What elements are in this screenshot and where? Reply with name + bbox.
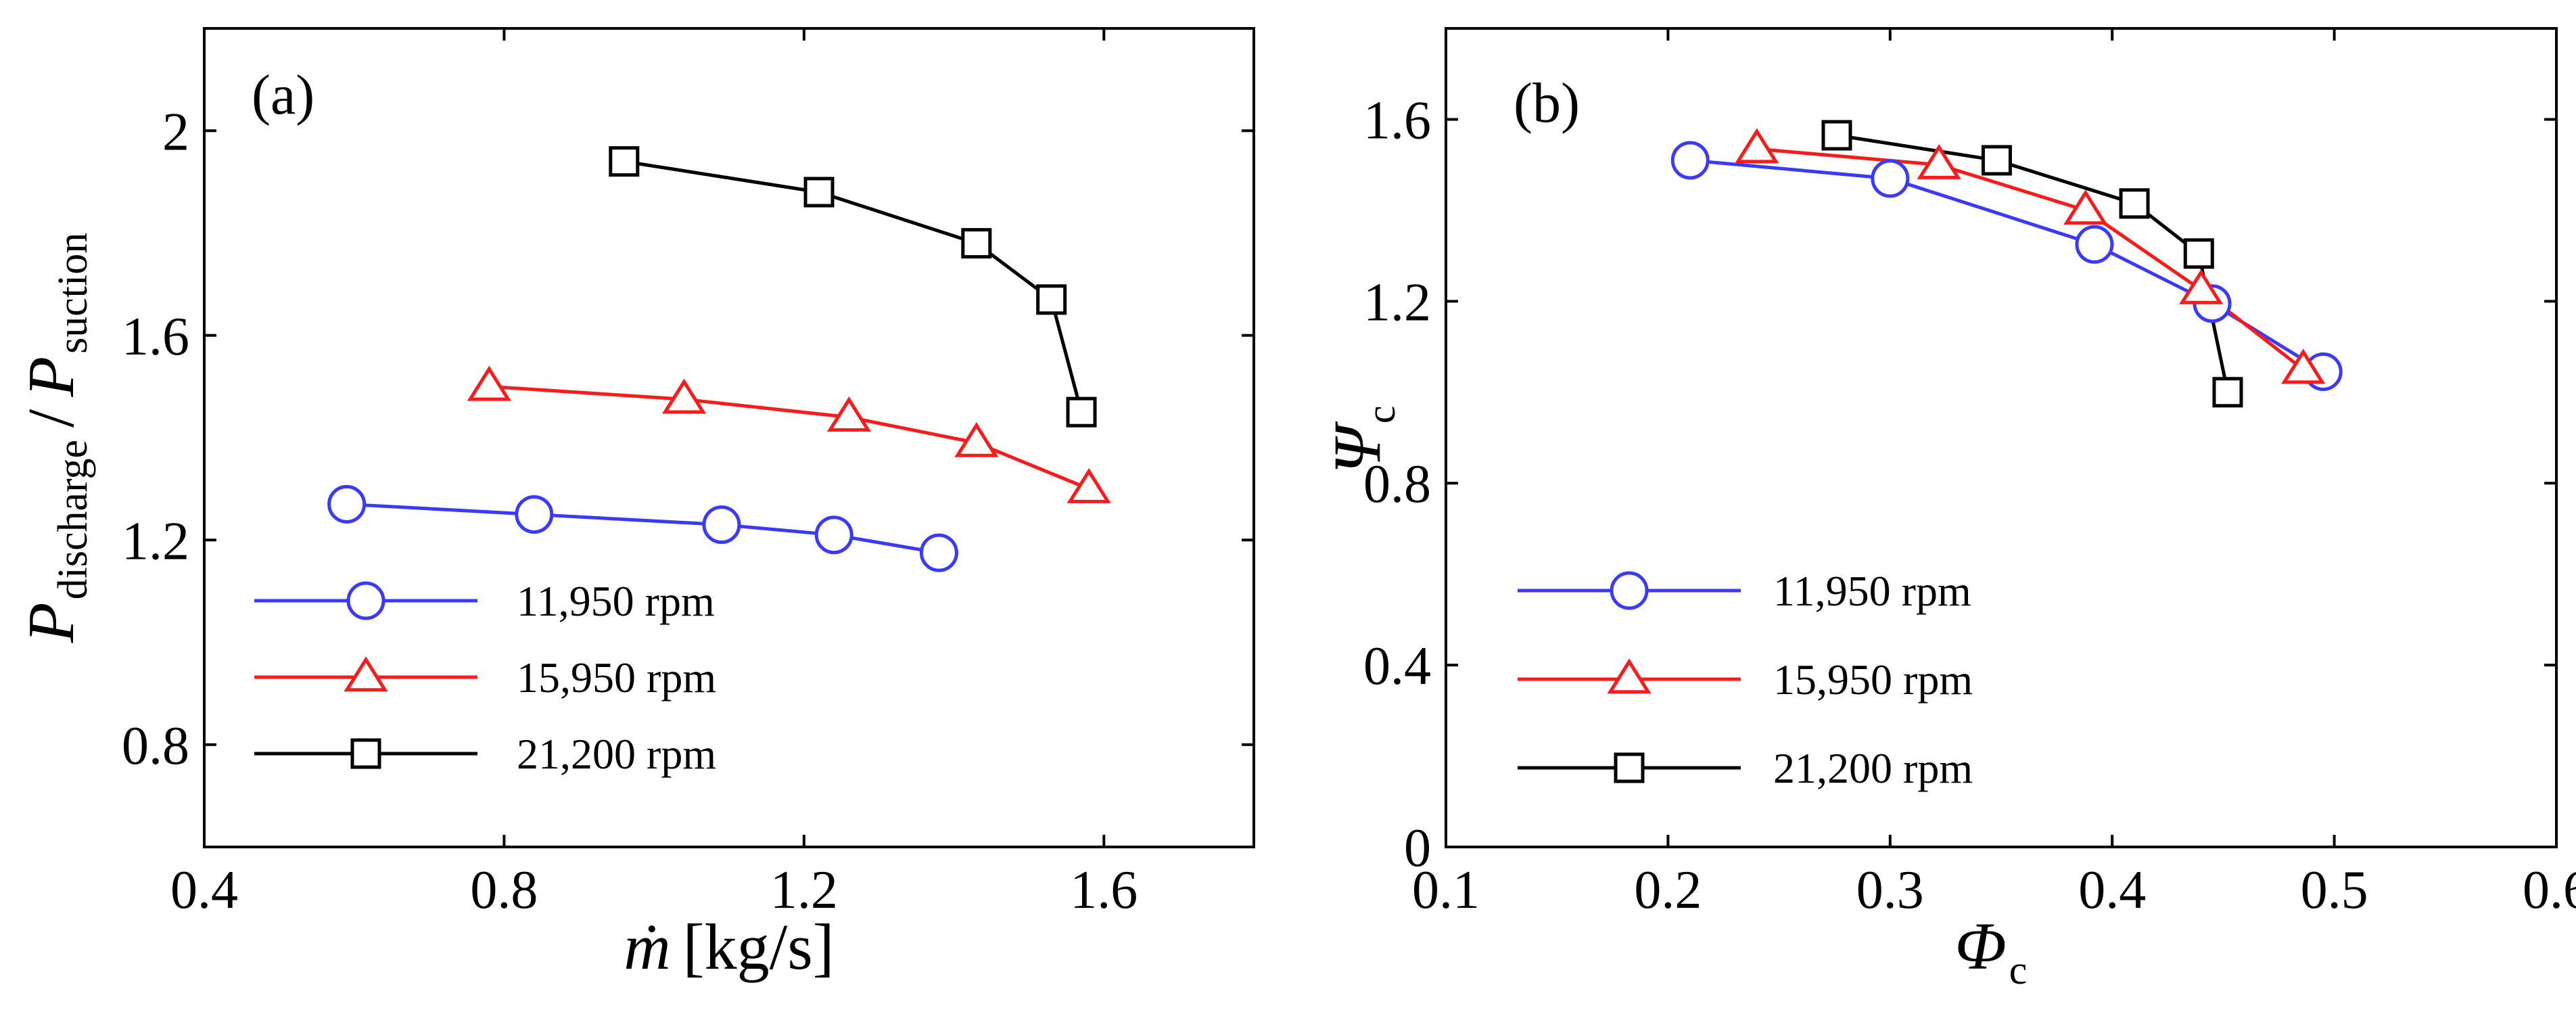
legend-label: 15,950 rpm — [1773, 656, 1973, 704]
y-axis-slash-a: / — [15, 409, 88, 428]
data-point-triangle — [1067, 467, 1111, 503]
data-point-triangle — [2281, 348, 2326, 384]
data-point-triangle — [467, 365, 511, 401]
x-tick-label: 1.2 — [770, 860, 838, 920]
legend-label: 21,200 rpm — [517, 730, 716, 778]
panel-b: 0.1 0.2 0.3 0.4 0.5 0.6 0 0.4 0.8 1.2 1.6 (b) 11,9… — [1319, 27, 2576, 992]
x-tick-label: 0.4 — [2078, 860, 2146, 920]
legend-marker-square — [350, 738, 381, 769]
y-tick-label: 0.8 — [1363, 455, 1431, 514]
y-tick-label: 0 — [1404, 819, 1431, 878]
x-tick-label: 0.6 — [2523, 860, 2576, 920]
y-tick-label: 2 — [162, 102, 189, 162]
x-axis-unit-a: [kg/s] — [683, 911, 835, 983]
data-point-circle — [814, 515, 853, 555]
tick-marks-a — [203, 28, 1254, 847]
y-axis-symbol-b: Ψ — [1319, 421, 1395, 474]
data-point-square — [2119, 188, 2150, 219]
legend-marker-triangle — [344, 656, 388, 692]
data-point-circle — [515, 495, 554, 534]
data-point-triangle — [826, 396, 871, 432]
y-axis-sub1-a: discharge — [50, 440, 96, 599]
data-point-triangle — [2178, 269, 2224, 304]
data-point-square — [1981, 145, 2012, 176]
legend-label: 21,200 rpm — [1773, 744, 1973, 792]
x-tick-label: 0.3 — [1856, 860, 1924, 920]
tick-labels-b: 0.1 0.2 0.3 0.4 0.5 0.6 0 0.4 0.8 1.2 1.6 — [1363, 91, 2576, 920]
x-axis-label-b: Φc — [1955, 909, 2028, 992]
series-markers-b — [1670, 120, 2343, 408]
data-point-square — [803, 177, 835, 208]
x-axis-sub-b: c — [2009, 948, 2028, 992]
panel-label-b: (b) — [1514, 72, 1580, 135]
y-axis-p1-a: P — [15, 602, 88, 643]
panel-label-a: (a) — [252, 64, 314, 127]
legend-marker-circle — [346, 581, 385, 620]
data-point-triangle — [1735, 128, 1779, 164]
y-tick-label: 0.4 — [1363, 637, 1431, 696]
panel-a: 0.4 0.8 1.2 1.6 0.8 1.2 1.6 2 (a) 11,950 rpm 15,… — [15, 27, 1255, 983]
y-axis-label-a: Pdischarge / Psuction — [15, 233, 96, 644]
data-point-triangle — [954, 421, 999, 457]
data-point-circle — [919, 533, 958, 572]
plot-frame-a — [203, 27, 1255, 848]
data-point-triangle — [1917, 143, 1961, 179]
legend-label: 11,950 rpm — [1773, 567, 1971, 615]
y-tick-label: 1.6 — [1363, 91, 1431, 150]
data-point-square — [2183, 238, 2214, 269]
legend-a: 11,950 rpm 15,950 rpm 21,200 rpm — [254, 577, 716, 778]
data-point-triangle — [2063, 189, 2108, 225]
legend-marker-triangle — [1607, 658, 1652, 694]
y-axis-sub-b: c — [1359, 406, 1403, 424]
legend-label: 15,950 rpm — [517, 653, 716, 702]
series-markers-a — [327, 146, 1111, 572]
y-tick-label: 0.8 — [122, 716, 189, 776]
series-line-circle — [1690, 158, 2324, 373]
x-axis-symbol-b: Φ — [1955, 909, 2007, 984]
legend-marker-square — [1614, 752, 1645, 783]
y-axis-label-b: Ψc — [1319, 406, 1403, 474]
data-point-triangle — [661, 378, 707, 414]
data-point-circle — [1670, 141, 1710, 180]
y-tick-label: 1.2 — [1363, 273, 1431, 332]
data-point-square — [1066, 396, 1097, 428]
y-axis-p2-a: P — [15, 357, 88, 398]
data-point-circle — [702, 505, 741, 545]
legend-b: 11,950 rpm 15,950 rpm 21,200 rpm — [1518, 567, 1973, 792]
data-point-circle — [327, 484, 367, 524]
x-tick-label: 0.4 — [170, 860, 238, 920]
x-tick-label: 0.1 — [1412, 860, 1480, 920]
series-line-triangle — [1756, 147, 2305, 371]
x-tick-label: 0.8 — [470, 860, 538, 920]
legend-marker-circle — [1610, 571, 1649, 610]
tick-marks-b — [1445, 28, 2558, 848]
x-axis-symbol-a: ṁ — [624, 911, 670, 983]
x-tick-label: 1.6 — [1070, 860, 1138, 920]
tick-labels-a: 0.4 0.8 1.2 1.6 0.8 1.2 1.6 2 — [122, 102, 1138, 920]
y-tick-label: 1.6 — [122, 307, 189, 367]
plot-frame-b — [1445, 27, 2558, 848]
y-tick-label: 1.2 — [122, 511, 189, 571]
legend-label: 11,950 rpm — [517, 577, 715, 625]
x-axis-label-a: ṁ [kg/s] — [624, 911, 834, 983]
data-point-circle — [1871, 159, 1910, 198]
x-tick-label: 0.2 — [1634, 860, 1702, 920]
x-tick-label: 0.5 — [2301, 860, 2368, 920]
data-point-square — [2212, 377, 2243, 408]
data-point-square — [609, 146, 640, 177]
data-point-square — [961, 228, 992, 259]
data-point-square — [1036, 284, 1067, 315]
y-axis-sub2-a: suction — [50, 233, 96, 354]
data-point-circle — [2075, 225, 2114, 264]
series-line-triangle — [489, 384, 1090, 490]
series-line-square — [624, 160, 1083, 413]
series-lines-a — [346, 160, 1090, 555]
data-point-square — [1821, 120, 1852, 151]
